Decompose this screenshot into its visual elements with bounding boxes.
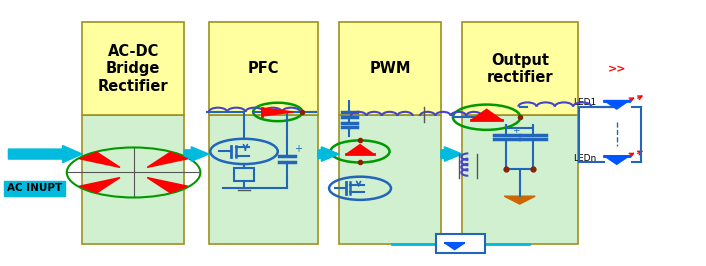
- FancyBboxPatch shape: [83, 115, 184, 244]
- FancyBboxPatch shape: [83, 22, 184, 115]
- Text: AC-DC
Bridge
Rectifier: AC-DC Bridge Rectifier: [98, 44, 169, 94]
- Polygon shape: [504, 196, 535, 204]
- Text: +: +: [512, 126, 520, 135]
- Polygon shape: [148, 178, 188, 193]
- Text: PWM: PWM: [369, 61, 411, 76]
- Polygon shape: [79, 152, 120, 167]
- FancyBboxPatch shape: [339, 22, 441, 115]
- Polygon shape: [604, 156, 629, 164]
- Polygon shape: [79, 178, 120, 193]
- Text: AC INUPT: AC INUPT: [7, 183, 62, 193]
- Polygon shape: [347, 145, 373, 154]
- Text: >>: >>: [608, 64, 626, 74]
- Text: LEDn: LEDn: [573, 153, 597, 163]
- FancyBboxPatch shape: [462, 115, 578, 244]
- Polygon shape: [263, 108, 293, 116]
- Polygon shape: [604, 101, 629, 109]
- FancyArrow shape: [318, 147, 339, 161]
- Text: PFC: PFC: [248, 61, 279, 76]
- FancyBboxPatch shape: [339, 115, 441, 244]
- FancyBboxPatch shape: [436, 234, 485, 253]
- FancyArrow shape: [441, 147, 462, 161]
- Text: Output
rectifier: Output rectifier: [486, 53, 554, 85]
- Text: LED1: LED1: [573, 98, 597, 107]
- FancyBboxPatch shape: [209, 115, 318, 244]
- Polygon shape: [445, 243, 464, 250]
- Polygon shape: [471, 109, 503, 120]
- FancyBboxPatch shape: [462, 22, 578, 115]
- FancyArrow shape: [184, 147, 209, 161]
- Polygon shape: [148, 152, 188, 167]
- FancyArrow shape: [8, 146, 83, 163]
- FancyBboxPatch shape: [209, 22, 318, 115]
- Text: +: +: [294, 144, 302, 154]
